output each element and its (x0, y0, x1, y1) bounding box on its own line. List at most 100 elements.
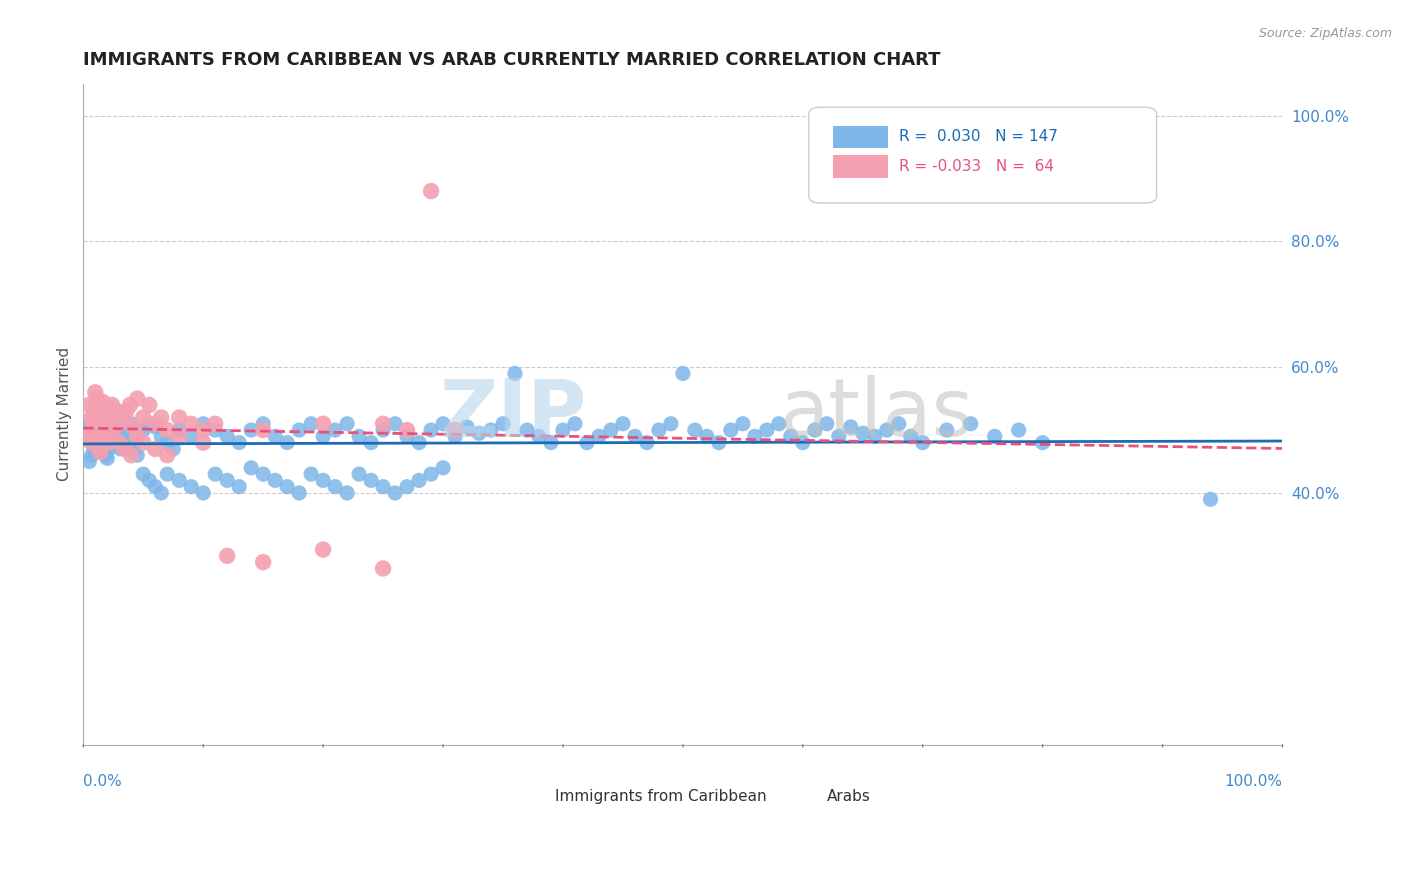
Point (323, 423, 346, 437)
Point (360, 435, 382, 450)
Point (276, 480, 298, 494)
Point (96, 404, 118, 418)
Point (779, 429, 801, 443)
Point (288, 423, 311, 437)
Point (98, 435, 121, 450)
Point (115, 435, 138, 450)
Point (143, 420, 166, 434)
Point (108, 435, 131, 450)
Point (1008, 423, 1031, 437)
Point (839, 420, 862, 434)
Point (575, 435, 598, 450)
Point (156, 448, 179, 462)
Point (89, 410, 111, 425)
Point (108, 423, 131, 437)
Point (193, 423, 215, 437)
Point (336, 417, 359, 431)
Point (105, 404, 128, 418)
Point (83, 429, 105, 443)
Point (815, 417, 838, 431)
Point (94, 429, 117, 443)
FancyBboxPatch shape (495, 785, 546, 807)
Point (911, 435, 934, 450)
Point (612, 417, 634, 431)
Point (312, 429, 335, 443)
Point (1199, 492, 1222, 507)
Point (94, 445, 117, 459)
Point (540, 435, 562, 450)
Point (264, 474, 287, 488)
Point (432, 417, 454, 431)
Point (935, 423, 957, 437)
Point (94, 448, 117, 462)
Point (143, 480, 166, 494)
Point (114, 423, 136, 437)
Point (84, 433, 107, 447)
Point (204, 467, 226, 482)
Point (82, 417, 104, 431)
Point (86, 392, 108, 406)
Point (288, 486, 311, 500)
Point (527, 429, 550, 443)
FancyBboxPatch shape (832, 126, 889, 148)
Point (90, 417, 112, 431)
Text: atlas: atlas (779, 376, 973, 453)
Point (217, 549, 239, 563)
Point (127, 429, 149, 443)
Point (792, 435, 814, 450)
Point (156, 423, 179, 437)
Point (876, 423, 898, 437)
Point (371, 423, 394, 437)
Point (347, 429, 370, 443)
Point (103, 410, 125, 425)
Point (156, 467, 179, 482)
Point (83, 423, 105, 437)
FancyBboxPatch shape (766, 785, 817, 807)
Point (111, 410, 134, 425)
Point (167, 423, 190, 437)
Point (86, 435, 108, 450)
Point (264, 429, 287, 443)
Point (204, 417, 226, 431)
Point (468, 426, 491, 441)
Point (336, 486, 359, 500)
Point (240, 460, 263, 475)
Point (82, 426, 104, 441)
Point (86, 417, 108, 431)
Point (252, 417, 274, 431)
Point (114, 442, 136, 456)
Point (396, 429, 419, 443)
Point (108, 417, 131, 431)
Point (444, 429, 467, 443)
Point (110, 442, 132, 456)
Point (87, 420, 110, 434)
Point (731, 417, 754, 431)
Point (180, 480, 202, 494)
FancyBboxPatch shape (808, 107, 1157, 203)
Point (312, 474, 335, 488)
Point (408, 435, 430, 450)
Text: 0.0%: 0.0% (83, 774, 122, 789)
Point (456, 420, 478, 434)
Point (396, 423, 419, 437)
Point (87, 404, 110, 418)
Point (80, 435, 103, 450)
Text: ZIP: ZIP (440, 376, 586, 453)
Point (132, 423, 155, 437)
Point (167, 474, 190, 488)
Point (93, 417, 115, 431)
Point (115, 404, 138, 418)
Point (96, 423, 118, 437)
Point (516, 423, 538, 437)
Point (105, 417, 128, 431)
Point (240, 423, 263, 437)
Point (93, 442, 115, 456)
Point (156, 435, 179, 450)
Point (696, 429, 718, 443)
Point (193, 486, 215, 500)
Point (193, 435, 215, 450)
Point (371, 480, 394, 494)
Point (87, 429, 110, 443)
Point (299, 467, 322, 482)
Point (479, 423, 502, 437)
